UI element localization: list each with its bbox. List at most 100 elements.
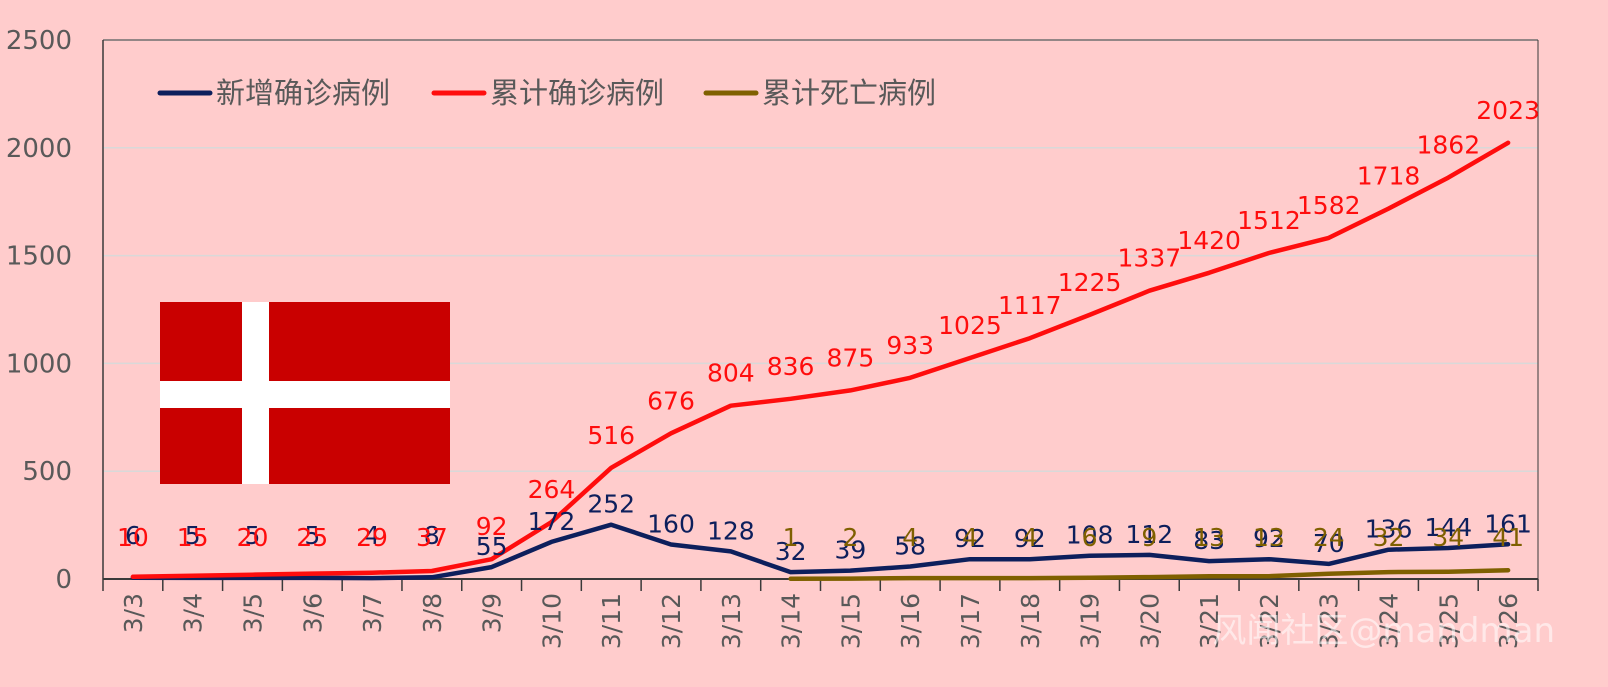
x-tick-label: 3/12 <box>657 593 686 649</box>
data-label: 6 <box>125 521 141 550</box>
data-label: 41 <box>1492 523 1524 552</box>
data-label: 13 <box>1253 523 1285 552</box>
y-tick-label: 1000 <box>6 349 72 379</box>
data-label: 1862 <box>1417 131 1481 160</box>
data-label: 83 <box>1193 526 1225 555</box>
x-tick-label: 3/14 <box>777 593 806 649</box>
watermark-text: 风闻社区@mandman <box>1212 611 1555 651</box>
data-label: 9 <box>1141 523 1157 552</box>
data-label: 20 <box>237 523 269 552</box>
data-label: 1337 <box>1118 244 1182 273</box>
data-label: 2023 <box>1476 96 1540 125</box>
x-tick-label: 3/16 <box>896 593 925 649</box>
data-label: 92 <box>954 524 986 553</box>
data-label: 2 <box>842 523 858 552</box>
x-tick-label: 3/10 <box>537 593 566 649</box>
x-tick-label: 3/5 <box>238 593 267 633</box>
x-tick-label: 3/17 <box>956 593 985 649</box>
data-label: 70 <box>1313 529 1345 558</box>
y-tick-label: 2500 <box>6 26 72 56</box>
data-label: 4 <box>902 523 918 552</box>
data-label: 4 <box>1022 523 1038 552</box>
denmark-flag-icon <box>160 302 450 484</box>
series-line <box>788 567 1511 582</box>
x-tick-label: 3/7 <box>358 593 387 633</box>
legend-label: 累计死亡病例 <box>762 76 936 110</box>
data-label: 836 <box>767 352 815 381</box>
legend-label: 累计确诊病例 <box>490 76 664 110</box>
series-line <box>130 522 1511 581</box>
data-label: 804 <box>707 359 755 388</box>
data-label: 252 <box>587 490 635 519</box>
y-tick-label: 1500 <box>6 242 72 272</box>
data-label: 1117 <box>998 291 1062 320</box>
data-label: 10 <box>117 523 149 552</box>
data-label: 58 <box>894 531 926 560</box>
data-label: 1582 <box>1297 191 1361 220</box>
x-tick-label: 3/20 <box>1135 593 1164 649</box>
data-label: 13 <box>1193 523 1225 552</box>
y-tick-label: 500 <box>22 457 72 487</box>
series-line <box>130 140 1511 580</box>
data-label: 128 <box>707 516 755 545</box>
data-label: 676 <box>647 386 695 415</box>
data-label: 112 <box>1125 520 1173 549</box>
x-tick-label: 3/23 <box>1315 593 1344 649</box>
axes: 0 500 1000 1500 2000 2500 3/3 3/4 3/5 3/6 3/7 3/8 3/… <box>6 26 1539 649</box>
x-tick-label: 3/6 <box>298 593 327 633</box>
data-label: 1718 <box>1357 162 1421 191</box>
data-label: 32 <box>775 537 807 566</box>
data-label: 5 <box>304 521 320 550</box>
data-label: 24 <box>1313 523 1345 552</box>
data-label: 161 <box>1484 509 1532 538</box>
x-tick-label: 3/18 <box>1016 593 1045 649</box>
data-label: 108 <box>1066 521 1114 550</box>
data-label: 37 <box>416 523 448 552</box>
x-tick-label: 3/8 <box>418 593 447 633</box>
data-label: 8 <box>424 521 440 550</box>
data-label: 32 <box>1373 523 1405 552</box>
x-tick-label: 3/9 <box>478 593 507 633</box>
data-label: 6 <box>1082 523 1098 552</box>
data-label: 55 <box>476 532 508 561</box>
legend: 新增确诊病例 累计确诊病例 累计死亡病例 <box>157 76 936 110</box>
y-tick-label: 0 <box>55 565 72 595</box>
x-tick-label: 3/21 <box>1195 593 1224 649</box>
data-label: 4 <box>962 523 978 552</box>
data-label: 264 <box>528 475 576 504</box>
data-label: 1025 <box>938 311 1002 340</box>
data-label: 39 <box>834 536 866 565</box>
data-label: 172 <box>528 507 576 536</box>
data-label: 516 <box>587 421 635 450</box>
data-label: 875 <box>827 343 875 372</box>
data-label: 4 <box>364 521 380 550</box>
data-label: 92 <box>1253 524 1285 553</box>
flag-cross-horizontal <box>160 381 450 408</box>
series-lines <box>130 140 1511 582</box>
data-label: 34 <box>1432 523 1464 552</box>
data-label: 160 <box>647 510 695 539</box>
data-label: 136 <box>1365 515 1413 544</box>
x-tick-label: 3/25 <box>1434 593 1463 649</box>
data-label: 1225 <box>1058 268 1122 297</box>
data-label: 144 <box>1424 513 1472 542</box>
x-tick-label: 3/15 <box>836 593 865 649</box>
legend-label: 新增确诊病例 <box>216 76 390 110</box>
x-tick-label: 3/22 <box>1255 593 1284 649</box>
x-tick-label: 3/4 <box>179 593 208 633</box>
x-tick-label: 3/3 <box>119 593 148 633</box>
data-label: 1512 <box>1237 206 1301 235</box>
data-label: 1 <box>783 523 799 552</box>
x-tick-label: 3/13 <box>717 593 746 649</box>
data-label: 5 <box>185 521 201 550</box>
data-label: 5 <box>245 521 261 550</box>
x-tick-label: 3/19 <box>1076 593 1105 649</box>
data-label: 15 <box>177 523 209 552</box>
y-tick-label: 2000 <box>6 134 72 164</box>
data-label: 29 <box>356 523 388 552</box>
x-tick-label: 3/11 <box>597 593 626 649</box>
x-tick-label: 3/26 <box>1494 593 1523 649</box>
